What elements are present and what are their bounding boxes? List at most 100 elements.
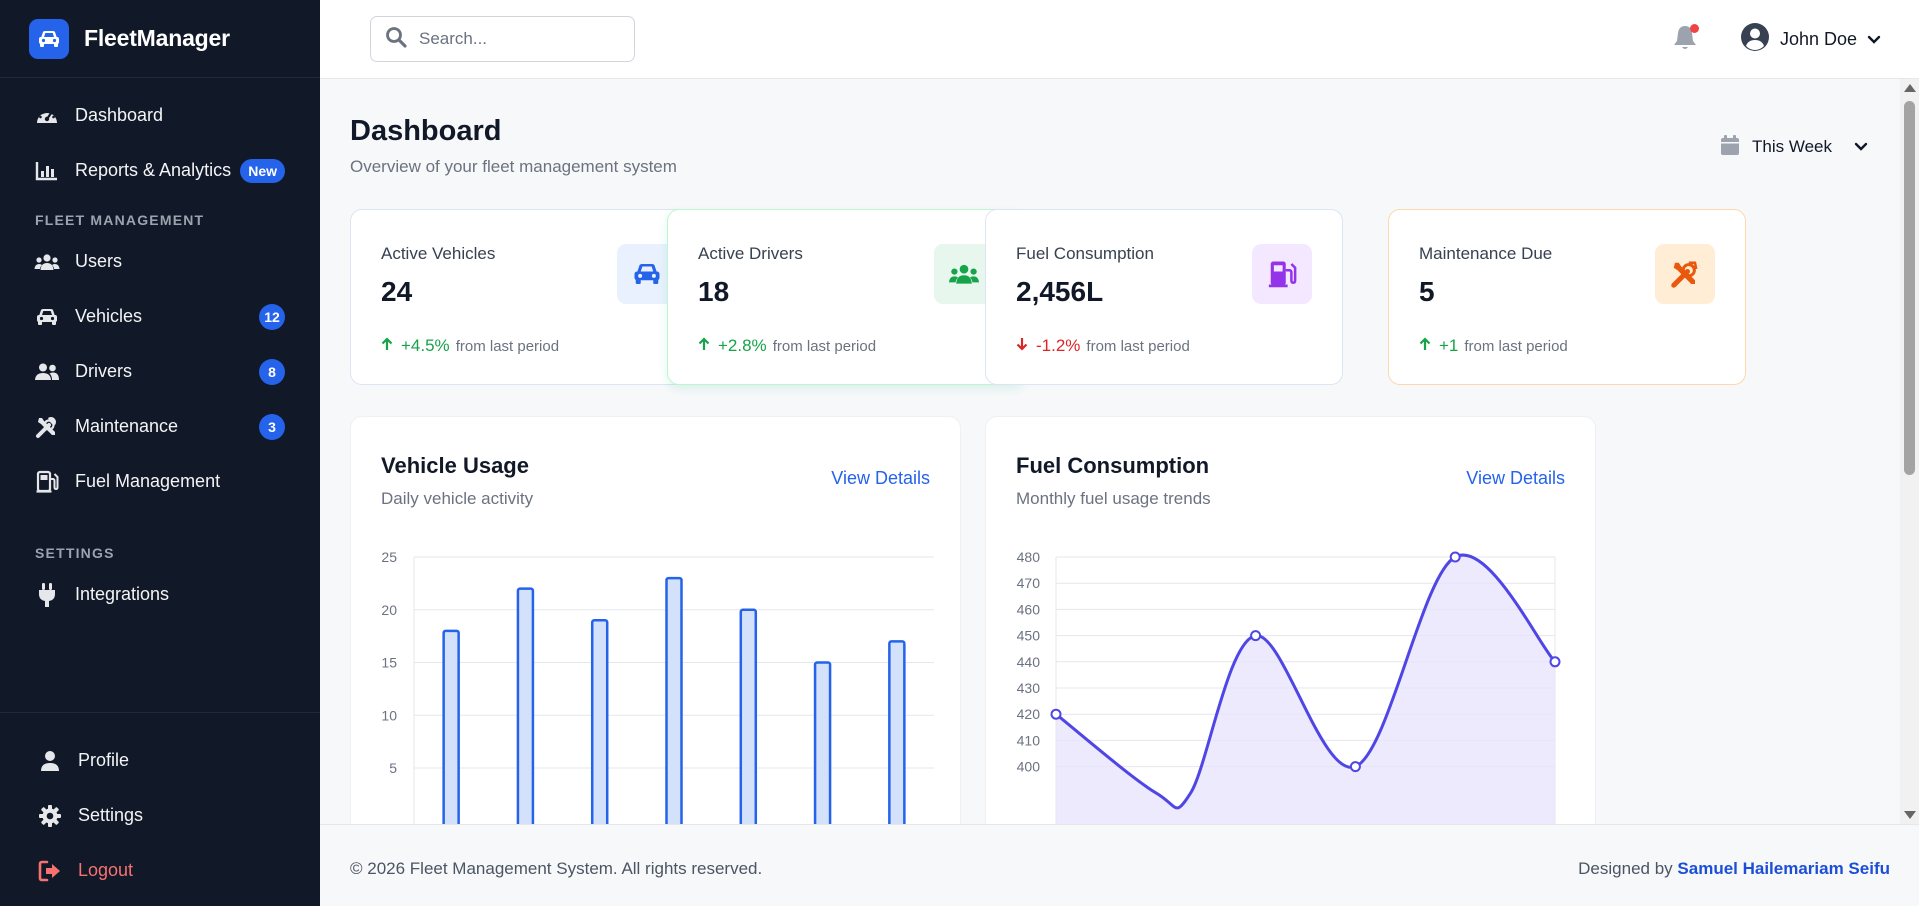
count-badge: 8 — [259, 358, 285, 385]
panel-title: Vehicle Usage — [381, 453, 529, 478]
scrollbar-thumb[interactable] — [1904, 101, 1915, 475]
sidebar-item-label: Vehicles — [75, 306, 143, 326]
search-box[interactable] — [370, 16, 635, 62]
stat-title: Active Drivers — [698, 244, 803, 263]
stat-title: Active Vehicles — [381, 244, 496, 263]
gas-pump-icon — [1252, 244, 1312, 304]
brand-name: FleetManager — [84, 25, 230, 51]
y-tick-label: 480 — [1017, 549, 1041, 565]
vehicle-usage-chart: 25 20 15 10 5 — [381, 549, 934, 824]
notifications-button[interactable] — [1672, 24, 1700, 54]
users-icon — [934, 244, 994, 304]
y-tick-label: 440 — [1017, 654, 1041, 670]
stat-value: 24 — [381, 276, 413, 307]
sidebar-item-reports[interactable]: Reports & Analytics New — [0, 143, 320, 198]
stat-card-active-vehicles[interactable]: Active Vehicles 24 +4.5% from last perio… — [350, 209, 708, 385]
data-point — [1050, 708, 1062, 720]
sidebar-item-logout[interactable]: Logout — [0, 843, 320, 898]
stat-trend-label: from last period — [1464, 337, 1568, 355]
sidebar-item-users[interactable]: Users — [0, 234, 320, 289]
stat-trend: -1.2% from last period — [1016, 336, 1190, 356]
sidebar: FleetManager Dashboard Reports & Analyti… — [0, 0, 320, 906]
bar — [813, 661, 832, 824]
arrow-up-icon — [698, 336, 710, 356]
stat-card-active-drivers[interactable]: Active Drivers 18 +2.8% from last period — [667, 209, 1025, 385]
bar-chart-icon — [34, 158, 60, 184]
brand[interactable]: FleetManager — [0, 0, 320, 78]
y-tick-label: 400 — [1017, 759, 1041, 775]
y-tick-label: 410 — [1017, 732, 1041, 748]
vehicle-usage-panel: Vehicle Usage Daily vehicle activity Vie… — [350, 416, 961, 824]
sidebar-item-label: Logout — [78, 860, 134, 880]
sidebar-item-integrations[interactable]: Integrations — [0, 567, 320, 622]
bar — [516, 587, 535, 824]
sidebar-item-label: Fuel Management — [75, 471, 221, 491]
y-tick-label: 25 — [381, 549, 397, 565]
page-title: Dashboard — [350, 115, 502, 147]
tools-icon — [34, 414, 60, 440]
sidebar-item-settings[interactable]: Settings — [0, 788, 320, 843]
calendar-icon — [1720, 134, 1740, 161]
search-input[interactable] — [419, 29, 619, 49]
sidebar-item-fuel[interactable]: Fuel Management — [0, 454, 320, 509]
scroll-up-arrow[interactable] — [1904, 84, 1916, 92]
arrow-down-icon — [1016, 336, 1028, 356]
date-range-value: This Week — [1752, 137, 1832, 156]
user-icon — [37, 748, 63, 774]
sidebar-item-dashboard[interactable]: Dashboard — [0, 88, 320, 143]
stat-trend: +4.5% from last period — [381, 336, 559, 356]
data-point — [1349, 761, 1361, 773]
user-menu[interactable]: John Doe — [1740, 22, 1881, 56]
stat-trend-value: +4.5% — [401, 336, 450, 355]
logout-icon — [37, 858, 63, 884]
sidebar-item-drivers[interactable]: Drivers 8 — [0, 344, 320, 399]
scroll-down-arrow[interactable] — [1904, 811, 1916, 819]
sidebar-item-label: Settings — [78, 805, 144, 825]
stat-value: 2,456L — [1016, 276, 1104, 307]
view-details-link[interactable]: View Details — [1466, 468, 1565, 488]
user-name: John Doe — [1780, 28, 1858, 49]
bar — [739, 608, 758, 824]
arrow-up-icon — [1419, 336, 1431, 356]
stat-value: 18 — [698, 276, 730, 307]
date-range-select[interactable]: This Week — [1720, 134, 1868, 160]
scrollbar[interactable] — [1900, 79, 1919, 824]
plug-icon — [34, 582, 60, 608]
stat-trend-label: from last period — [455, 337, 560, 355]
tools-icon — [1655, 244, 1715, 304]
data-point — [1449, 551, 1461, 563]
stat-title: Fuel Consumption — [1016, 244, 1154, 263]
view-details-link[interactable]: View Details — [831, 468, 930, 488]
sidebar-item-vehicles[interactable]: Vehicles 12 — [0, 289, 320, 344]
stat-trend: +2.8% from last period — [698, 336, 876, 356]
stat-card-maintenance-due[interactable]: Maintenance Due 5 +1 from last period — [1388, 209, 1746, 385]
sidebar-footer: Profile Settings Logout — [0, 712, 320, 906]
y-tick-label: 15 — [381, 655, 397, 671]
chevron-down-icon — [1867, 29, 1881, 50]
gauge-icon — [34, 103, 60, 129]
y-tick-label: 20 — [381, 602, 397, 618]
chevron-down-icon — [1854, 137, 1868, 157]
stat-card-fuel-consumption[interactable]: Fuel Consumption 2,456L -1.2% from last … — [985, 209, 1343, 385]
fuel-consumption-chart: 480 470 460 450 440 430 420 410 400 — [1017, 549, 1561, 824]
topbar: John Doe — [320, 0, 1919, 79]
count-badge: 3 — [259, 413, 285, 440]
sidebar-item-label: Users — [75, 251, 123, 271]
main-content: Dashboard Overview of your fleet managem… — [320, 79, 1900, 824]
author-link[interactable]: Samuel Hailemariam Seifu — [1677, 859, 1890, 878]
sidebar-item-profile[interactable]: Profile — [0, 733, 320, 788]
drivers-icon — [34, 359, 60, 385]
stat-trend-label: from last period — [1086, 337, 1190, 355]
data-point — [1250, 630, 1262, 642]
stat-trend-value: +2.8% — [718, 336, 767, 355]
gas-pump-icon — [34, 469, 60, 495]
y-tick-label: 5 — [389, 760, 397, 776]
sidebar-item-label: Dashboard — [75, 105, 164, 125]
sidebar-item-maintenance[interactable]: Maintenance 3 — [0, 399, 320, 454]
stat-trend-label: from last period — [772, 337, 877, 355]
footer: © 2026 Fleet Management System. All righ… — [320, 824, 1919, 906]
count-badge: 12 — [259, 303, 285, 330]
stat-value: 5 — [1419, 276, 1435, 307]
sidebar-item-label: Maintenance — [75, 416, 179, 436]
stat-trend-value: +1 — [1439, 336, 1459, 355]
